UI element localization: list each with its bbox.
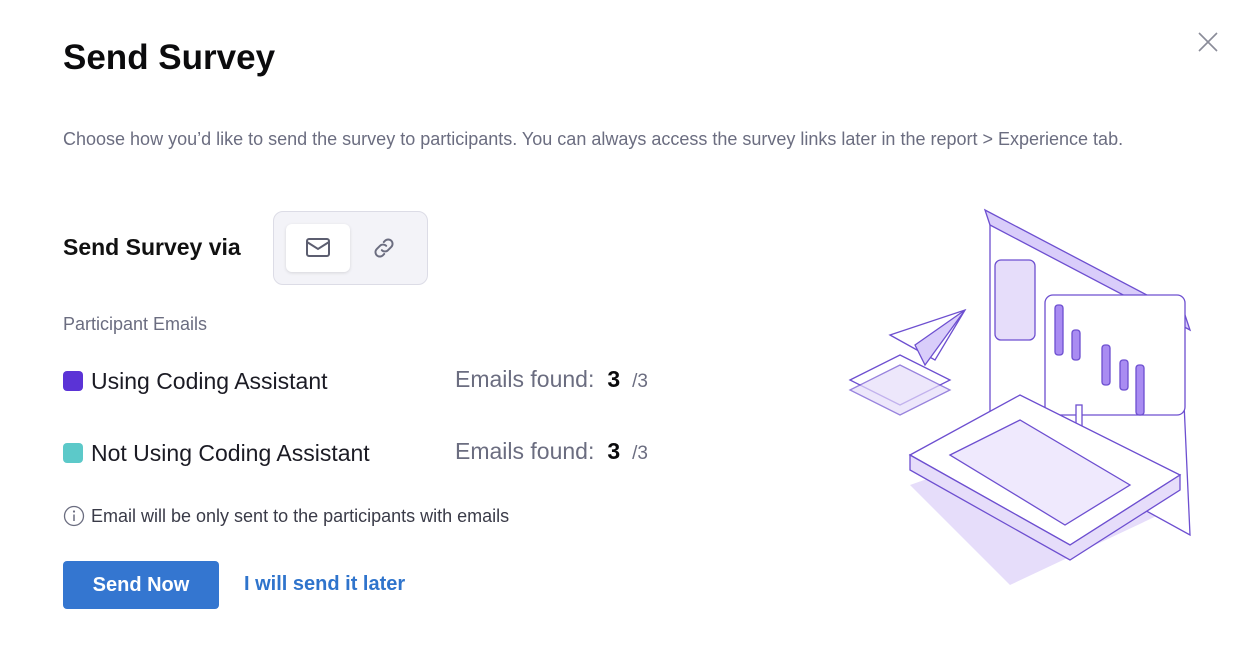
group-row: Not Using Coding Assistant	[63, 438, 370, 468]
emails-found-label: Emails found:	[455, 366, 595, 392]
description: Choose how you’d like to send the survey…	[63, 129, 1124, 149]
note-text: Email will be only sent to the participa…	[91, 505, 510, 526]
page-title: Send Survey	[63, 38, 276, 77]
emails-total: /3	[632, 371, 649, 392]
group-color-swatch	[63, 371, 83, 391]
send-now-button[interactable]: Send Now	[63, 561, 219, 609]
emails-found-count: 3	[607, 366, 621, 392]
group-name: Using Coding Assistant	[91, 367, 328, 394]
computer-illustration	[848, 208, 1192, 585]
info-note: Email will be only sent to the participa…	[63, 505, 509, 527]
info-icon	[63, 505, 85, 527]
send-method-toggle	[273, 211, 428, 285]
group-name: Not Using Coding Assistant	[91, 439, 370, 466]
group-color-swatch	[63, 443, 83, 463]
close-icon[interactable]	[1196, 30, 1220, 54]
send-later-link[interactable]: I will send it later	[244, 573, 406, 595]
send-via-label: Send Survey via	[63, 234, 241, 260]
group-row: Using Coding Assistant	[63, 366, 328, 396]
link-method-button[interactable]	[358, 224, 410, 272]
emails-total: /3	[632, 443, 649, 464]
emails-found: Emails found: 3 /3	[455, 366, 648, 396]
participant-emails-label: Participant Emails	[63, 314, 208, 334]
emails-found-count: 3	[607, 438, 621, 464]
emails-found: Emails found: 3 /3	[455, 438, 648, 468]
mail-icon	[306, 238, 330, 257]
emails-found-label: Emails found:	[455, 438, 595, 464]
link-icon	[374, 238, 394, 258]
email-method-button[interactable]	[286, 224, 350, 272]
